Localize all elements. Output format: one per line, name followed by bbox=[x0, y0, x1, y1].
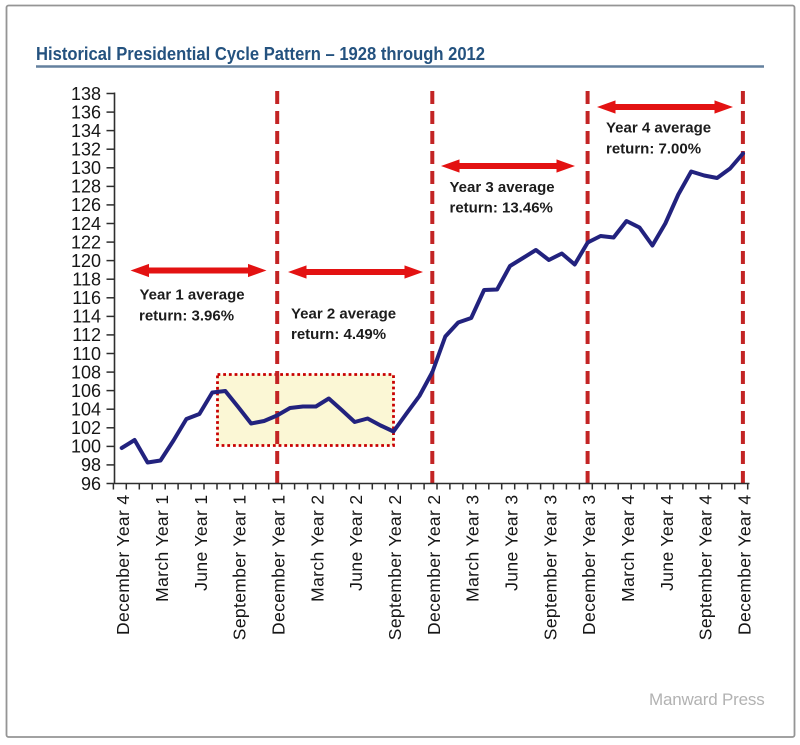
svg-text:96: 96 bbox=[81, 474, 101, 494]
svg-text:March Year 1: March Year 1 bbox=[152, 495, 172, 602]
svg-text:return: 4.49%: return: 4.49% bbox=[291, 326, 386, 343]
svg-text:December Year 4: December Year 4 bbox=[735, 495, 755, 635]
svg-text:Year 2 average: Year 2 average bbox=[291, 306, 396, 323]
svg-text:126: 126 bbox=[71, 195, 101, 215]
svg-text:December Year 4: December Year 4 bbox=[113, 495, 133, 635]
svg-text:136: 136 bbox=[71, 102, 101, 122]
svg-text:return: 7.00%: return: 7.00% bbox=[606, 141, 701, 158]
svg-text:124: 124 bbox=[71, 214, 101, 234]
svg-text:return: 13.46%: return: 13.46% bbox=[450, 200, 553, 217]
svg-text:June Year 1: June Year 1 bbox=[191, 495, 211, 591]
svg-text:120: 120 bbox=[71, 251, 101, 271]
svg-text:112: 112 bbox=[72, 325, 101, 345]
svg-text:98: 98 bbox=[81, 455, 101, 475]
svg-text:March Year 3: March Year 3 bbox=[463, 495, 483, 602]
svg-text:return: 3.96%: return: 3.96% bbox=[139, 308, 234, 325]
svg-text:128: 128 bbox=[71, 177, 101, 197]
svg-text:September Year 4: September Year 4 bbox=[696, 495, 716, 641]
svg-text:118: 118 bbox=[72, 270, 101, 290]
svg-text:100: 100 bbox=[71, 437, 101, 457]
svg-text:102: 102 bbox=[71, 418, 101, 438]
svg-text:September Year 1: September Year 1 bbox=[230, 495, 250, 641]
svg-text:March Year 4: March Year 4 bbox=[618, 495, 638, 602]
svg-text:110: 110 bbox=[72, 344, 101, 364]
svg-text:134: 134 bbox=[71, 121, 101, 141]
svg-text:Historical Presidential Cycle: Historical Presidential Cycle Pattern – … bbox=[36, 44, 485, 64]
svg-text:Year 3 average: Year 3 average bbox=[450, 179, 555, 196]
svg-text:December Year 3: December Year 3 bbox=[579, 495, 599, 635]
svg-text:130: 130 bbox=[71, 158, 101, 178]
svg-text:December Year 2: December Year 2 bbox=[424, 495, 444, 635]
svg-text:104: 104 bbox=[71, 400, 101, 420]
svg-text:June Year 2: June Year 2 bbox=[346, 495, 366, 591]
svg-text:Year 4 average: Year 4 average bbox=[606, 120, 711, 137]
svg-text:September Year 2: September Year 2 bbox=[385, 495, 405, 641]
svg-text:September Year 3: September Year 3 bbox=[540, 495, 560, 641]
svg-text:116: 116 bbox=[72, 288, 101, 308]
svg-text:106: 106 bbox=[71, 381, 101, 401]
svg-text:114: 114 bbox=[72, 307, 101, 327]
svg-text:138: 138 bbox=[71, 84, 101, 104]
svg-text:March Year 2: March Year 2 bbox=[307, 495, 327, 602]
svg-text:122: 122 bbox=[71, 232, 101, 252]
svg-text:December Year 1: December Year 1 bbox=[269, 495, 289, 635]
svg-text:Year 1 average: Year 1 average bbox=[140, 287, 245, 304]
svg-text:132: 132 bbox=[71, 140, 101, 160]
svg-text:June Year 4: June Year 4 bbox=[657, 495, 677, 591]
svg-text:108: 108 bbox=[71, 362, 101, 382]
svg-text:Manward Press: Manward Press bbox=[649, 690, 765, 709]
svg-text:June Year 3: June Year 3 bbox=[502, 495, 522, 591]
